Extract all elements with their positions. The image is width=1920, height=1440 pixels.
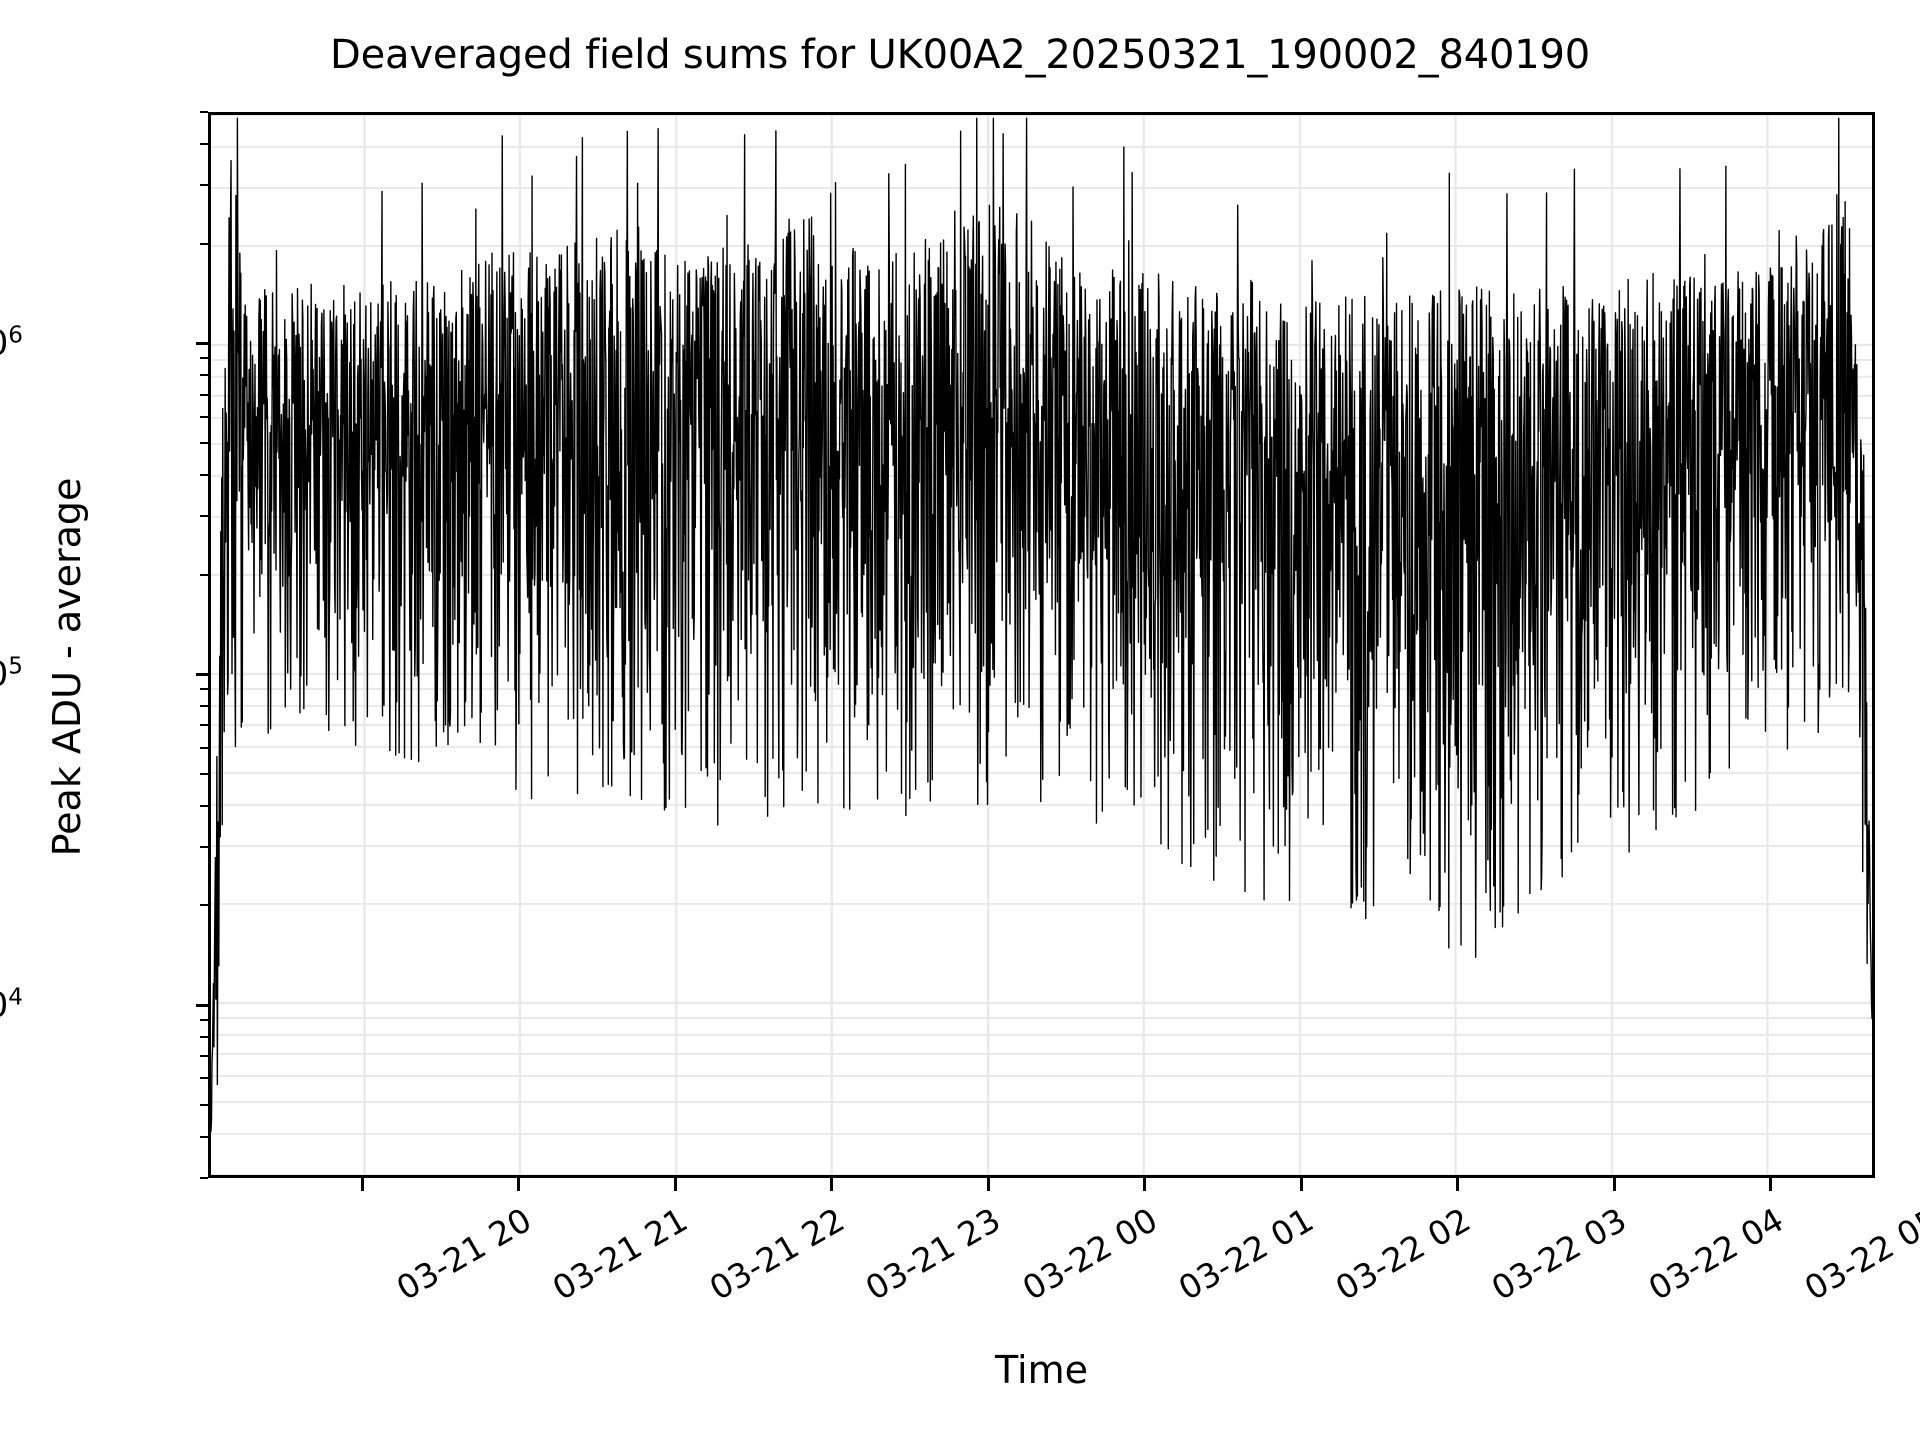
y-tick-mark xyxy=(200,1077,208,1080)
y-tick-mark xyxy=(200,1036,208,1039)
y-tick-mark xyxy=(200,1019,208,1022)
x-tick-label: 03-22 03 xyxy=(1484,1200,1633,1308)
y-tick-mark xyxy=(200,473,208,476)
x-tick-mark xyxy=(1142,1178,1146,1191)
x-tick-label: 03-22 05 xyxy=(1797,1200,1920,1308)
y-tick-mark xyxy=(200,688,208,691)
y-tick-mark xyxy=(200,904,208,907)
plot-area xyxy=(208,112,1875,1178)
y-tick-mark xyxy=(200,515,208,518)
y-tick-mark xyxy=(200,573,208,576)
x-tick-mark xyxy=(673,1178,677,1191)
y-tick-mark xyxy=(200,143,208,146)
x-tick-mark xyxy=(360,1178,364,1191)
y-tick-mark xyxy=(200,705,208,708)
x-tick-label: 03-21 23 xyxy=(858,1200,1007,1308)
y-tick-mark xyxy=(196,1003,208,1007)
y-tick-mark xyxy=(200,1135,208,1138)
y-tick-mark xyxy=(200,746,208,749)
x-tick-label: 03-21 22 xyxy=(702,1200,851,1308)
x-tick-label: 03-22 04 xyxy=(1641,1200,1790,1308)
y-tick-mark xyxy=(200,242,208,245)
x-axis-label: Time xyxy=(995,1348,1088,1392)
y-tick-mark xyxy=(200,1055,208,1058)
x-tick-mark xyxy=(986,1178,990,1191)
y-tick-label: 106 xyxy=(0,322,23,364)
y-tick-mark xyxy=(200,374,208,377)
x-tick-label: 03-22 01 xyxy=(1171,1200,1320,1308)
x-tick-label: 03-22 00 xyxy=(1015,1200,1164,1308)
y-tick-mark xyxy=(200,804,208,807)
y-tick-mark xyxy=(200,357,208,360)
y-tick-mark xyxy=(200,415,208,418)
y-tick-mark xyxy=(200,1103,208,1106)
y-tick-label: 105 xyxy=(0,653,23,694)
x-tick-mark xyxy=(1299,1178,1303,1191)
y-tick-mark xyxy=(200,441,208,444)
y-axis-label: Peak ADU - average xyxy=(45,477,89,857)
x-tick-mark xyxy=(1612,1178,1616,1191)
y-tick-mark xyxy=(200,724,208,727)
x-tick-label: 03-21 20 xyxy=(389,1200,538,1308)
x-tick-mark xyxy=(829,1178,833,1191)
y-tick-mark xyxy=(200,393,208,396)
x-tick-label: 03-22 02 xyxy=(1328,1200,1477,1308)
x-tick-mark xyxy=(516,1178,520,1191)
y-tick-mark xyxy=(200,846,208,849)
y-tick-mark xyxy=(196,341,208,345)
y-tick-mark xyxy=(196,672,208,676)
y-tick-mark xyxy=(200,1177,208,1179)
y-tick-mark xyxy=(200,184,208,187)
y-tick-label: 104 xyxy=(0,984,23,1025)
x-tick-label: 03-21 21 xyxy=(545,1200,694,1308)
y-tick-mark xyxy=(200,772,208,775)
x-tick-mark xyxy=(1455,1178,1459,1191)
page-title: Deaveraged field sums for UK00A2_2025032… xyxy=(330,32,1590,78)
x-tick-mark xyxy=(1768,1178,1772,1191)
y-tick-mark xyxy=(200,111,208,113)
data-series-line xyxy=(211,115,1872,1175)
